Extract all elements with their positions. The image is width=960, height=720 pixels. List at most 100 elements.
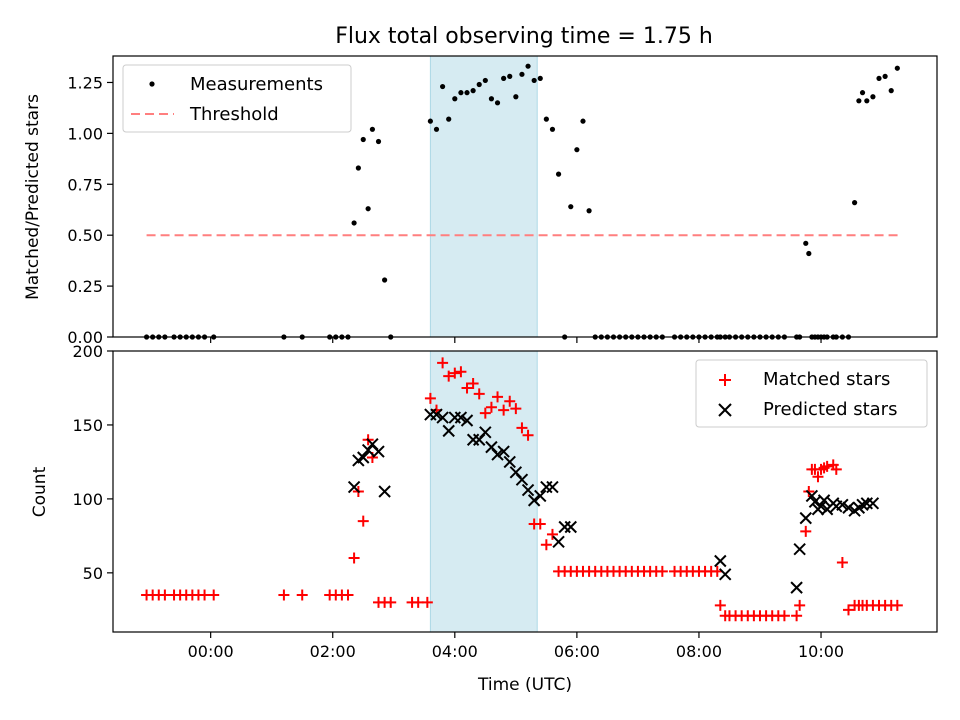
measurement-point	[382, 277, 388, 283]
predicted-point	[718, 568, 732, 581]
matched-point	[443, 370, 455, 382]
x-tick-label: 06:00	[554, 642, 600, 661]
predicted-point	[515, 473, 529, 486]
top-legend: Measurements Threshold	[122, 64, 352, 133]
measurement-point	[458, 90, 464, 96]
top-y-tick-label: 1.00	[67, 124, 103, 143]
matched-point	[891, 599, 903, 611]
measurement-point	[433, 126, 440, 132]
legend-measurement-marker	[149, 81, 155, 87]
predicted-point	[552, 535, 565, 548]
matched-point	[467, 378, 479, 390]
matched-point	[357, 515, 369, 527]
matched-point	[546, 528, 558, 540]
predicted-point	[836, 498, 849, 512]
measurement-point	[894, 65, 900, 71]
matched-point	[842, 604, 854, 616]
measurement-point	[519, 71, 525, 77]
measurement-point	[537, 75, 543, 81]
top-y-tick-label: 0.00	[67, 328, 103, 347]
top-y-axis-label: Matched/Predicted stars	[23, 94, 43, 300]
measurement-point	[360, 136, 366, 143]
bottom-y-ticks: 50 100 150 200	[72, 342, 113, 583]
predicted-point	[527, 494, 541, 507]
matched-point	[455, 366, 467, 378]
matched-point	[504, 395, 516, 407]
top-y-tick-label: 0.75	[67, 175, 103, 194]
matched-point	[812, 471, 824, 483]
predicted-point	[521, 483, 535, 497]
measurement-point	[470, 88, 476, 94]
measurement-point	[543, 116, 549, 122]
matched-point	[342, 589, 354, 601]
matched-point	[485, 401, 497, 413]
matched-point	[479, 407, 491, 419]
matched-point	[424, 392, 436, 404]
measurement-point	[586, 208, 592, 214]
predicted-point	[546, 480, 559, 494]
top-y-ticks: 0.00 0.25 0.50 0.75 1.00 1.25	[67, 73, 113, 347]
predicted-point	[790, 581, 803, 594]
measurement-point	[464, 90, 470, 96]
measurement-point	[365, 206, 371, 212]
predicted-point	[378, 485, 391, 498]
legend-matched-marker	[719, 374, 731, 386]
legend-matched-label: Matched stars	[763, 369, 890, 390]
predicted-point	[442, 424, 455, 438]
matched-point	[449, 367, 461, 379]
bottom-x-ticks: 00:00 02:00 04:00 06:00 08:00 10:00	[188, 632, 844, 661]
matched-point	[510, 403, 522, 415]
measurement-point	[488, 96, 495, 102]
matched-point	[714, 599, 726, 611]
matched-points	[141, 357, 903, 622]
bottom-y-tick-label: 150	[72, 416, 103, 435]
matched-point	[778, 610, 790, 622]
measurement-point	[369, 126, 376, 132]
matched-point	[800, 525, 812, 537]
matched-point	[498, 404, 510, 416]
predicted-points	[347, 408, 880, 594]
top-axes-frame	[112, 55, 938, 338]
measurement-point	[876, 75, 882, 81]
measurement-point	[580, 118, 586, 124]
predicted-point	[454, 411, 468, 424]
matched-point	[278, 589, 290, 601]
measurement-point	[446, 116, 452, 122]
predicted-point	[436, 411, 449, 424]
matched-point	[836, 556, 848, 568]
predicted-point	[430, 408, 443, 421]
chart-title: Flux total observing time = 1.75 h	[335, 24, 713, 49]
matched-point	[492, 391, 504, 403]
bottom-legend-box	[695, 359, 928, 428]
predicted-point	[817, 494, 831, 507]
measurement-point	[806, 250, 812, 257]
x-axis-label: Time (UTC)	[477, 675, 572, 695]
measurement-point	[375, 138, 382, 145]
predicted-point	[503, 455, 516, 469]
measurement-point	[476, 81, 482, 88]
matched-point	[385, 596, 397, 608]
measurement-point	[440, 83, 446, 90]
measurement-point	[864, 98, 870, 104]
matched-point	[522, 429, 534, 441]
predicted-point	[805, 489, 819, 503]
predicted-point	[372, 445, 385, 458]
matched-point	[421, 596, 433, 608]
bottom-highlight-band	[429, 350, 538, 633]
legend-threshold-label: Threshold	[189, 104, 279, 125]
predicted-point	[357, 451, 370, 464]
matched-point	[830, 463, 842, 475]
matched-point	[473, 388, 485, 400]
measurement-point	[882, 73, 888, 79]
predicted-point	[361, 443, 375, 457]
measurement-point	[852, 200, 858, 206]
matched-point	[461, 382, 473, 394]
measurement-point	[568, 204, 574, 210]
bottom-y-tick-label: 200	[72, 342, 103, 361]
measurement-point	[507, 73, 513, 79]
measurement-point	[574, 147, 580, 153]
predicted-point	[842, 501, 855, 514]
measurement-point	[513, 94, 519, 100]
matched-point	[656, 565, 668, 577]
matched-point	[534, 518, 546, 530]
